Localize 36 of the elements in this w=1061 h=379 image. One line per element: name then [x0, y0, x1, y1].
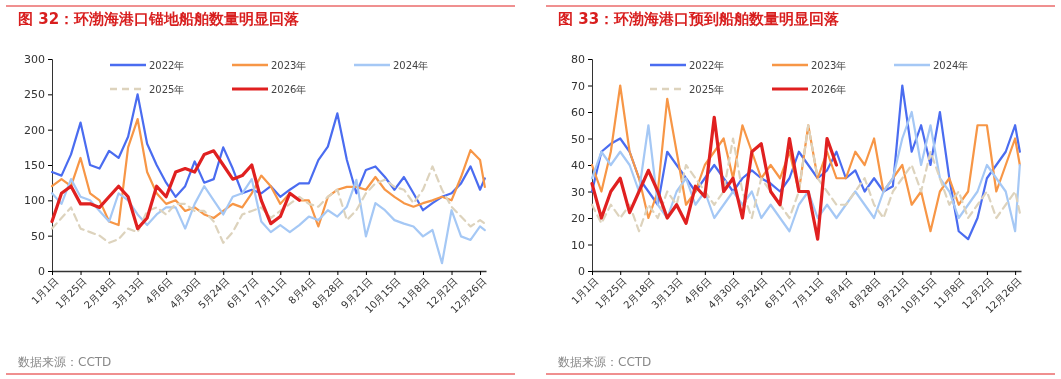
- legend-label: 2023年: [271, 60, 307, 71]
- source-note: 数据来源：CCTD: [18, 355, 112, 369]
- line-series: [590, 115, 839, 241]
- y-tick-label: 40: [571, 159, 585, 173]
- line-series: [50, 178, 486, 265]
- line-series: [50, 149, 301, 231]
- y-tick-label: 150: [24, 159, 45, 173]
- legend-label: 2026年: [811, 84, 847, 95]
- legend-label: 2023年: [811, 60, 847, 71]
- y-tick-label: 80: [571, 53, 585, 67]
- line-series: [50, 93, 486, 212]
- y-tick-label: 100: [24, 194, 45, 208]
- source-note: 数据来源：CCTD: [558, 355, 652, 369]
- chart-title: 图 33：环渤海港口预到船舶数量明显回落: [558, 10, 841, 28]
- chart-title: 图 32：环渤海港口锚地船舶数量明显回落: [18, 10, 301, 28]
- legend-label: 2025年: [149, 84, 185, 95]
- y-tick-label: 200: [24, 123, 45, 137]
- y-tick-label: 70: [571, 79, 585, 93]
- legend-label: 2025年: [689, 84, 725, 95]
- y-tick-label: 300: [24, 53, 45, 67]
- y-tick-label: 50: [571, 132, 585, 146]
- legend-label: 2022年: [689, 60, 725, 71]
- legend-label: 2026年: [271, 84, 307, 95]
- y-tick-label: 30: [571, 185, 585, 199]
- y-tick-label: 50: [31, 229, 45, 243]
- line-series: [50, 165, 486, 244]
- line-series: [50, 117, 486, 228]
- legend-label: 2024年: [393, 60, 429, 71]
- legend-label: 2022年: [149, 60, 185, 71]
- y-tick-label: 20: [571, 212, 585, 226]
- y-tick-label: 60: [571, 106, 585, 120]
- y-tick-label: 250: [24, 88, 45, 102]
- y-tick-label: 0: [38, 265, 45, 279]
- y-tick-label: 0: [578, 265, 585, 279]
- y-tick-label: 10: [571, 238, 585, 252]
- legend-label: 2024年: [933, 60, 969, 71]
